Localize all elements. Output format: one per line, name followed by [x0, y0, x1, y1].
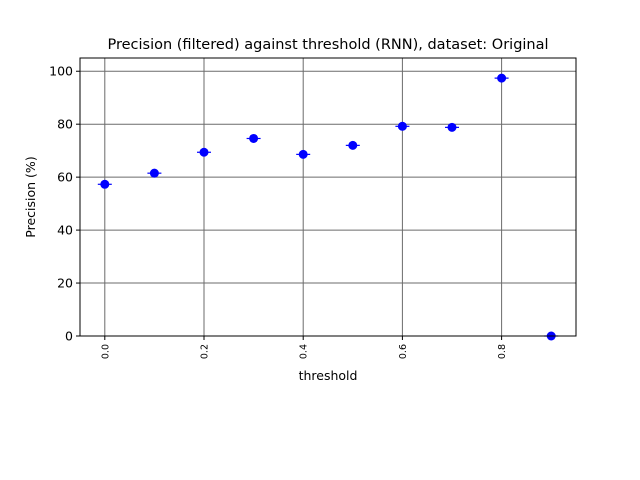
- point-marker: [298, 149, 308, 159]
- data-point: [395, 121, 410, 131]
- x-tick-label: 0.4: [299, 344, 310, 359]
- y-tick-label: 80: [57, 117, 73, 132]
- data-point: [97, 179, 112, 189]
- x-tick-label: 0.6: [398, 344, 409, 359]
- plot-background: [80, 58, 576, 336]
- y-axis-label: Precision (%): [23, 156, 38, 237]
- plot-frame: [79, 57, 577, 337]
- y-tick-label: 100: [49, 64, 73, 79]
- data-point: [494, 73, 509, 83]
- data-point: [445, 122, 459, 132]
- x-tick-label: 0.0: [100, 344, 111, 359]
- data-point: [147, 168, 162, 178]
- data-point: [246, 133, 261, 143]
- y-tick-label: 0: [65, 329, 73, 344]
- point-marker: [397, 121, 407, 131]
- point-marker: [149, 168, 159, 178]
- x-tick-label: 0.8: [497, 344, 508, 359]
- point-marker: [447, 122, 457, 132]
- point-marker: [249, 133, 259, 143]
- data-point: [296, 149, 311, 159]
- y-tick-label: 60: [57, 170, 73, 185]
- point-marker: [497, 73, 507, 83]
- y-tick-label: 20: [57, 276, 73, 291]
- x-tick-label: 0.2: [200, 344, 211, 359]
- y-tick-label: 40: [57, 223, 73, 238]
- data-point: [197, 147, 211, 157]
- data-point: [345, 140, 360, 150]
- point-marker: [199, 147, 209, 157]
- x-axis-label: threshold: [299, 368, 358, 383]
- chart-title: Precision (filtered) against threshold (…: [107, 37, 548, 53]
- point-marker: [100, 179, 110, 189]
- point-marker: [348, 140, 358, 150]
- axis-ticks: 0.0 0.2 0.4 0.6 0.8 0 20 40 60 80 100: [49, 64, 508, 359]
- grid-lines: [80, 58, 576, 337]
